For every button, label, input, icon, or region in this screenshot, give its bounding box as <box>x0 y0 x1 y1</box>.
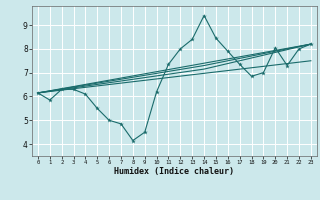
X-axis label: Humidex (Indice chaleur): Humidex (Indice chaleur) <box>115 167 234 176</box>
